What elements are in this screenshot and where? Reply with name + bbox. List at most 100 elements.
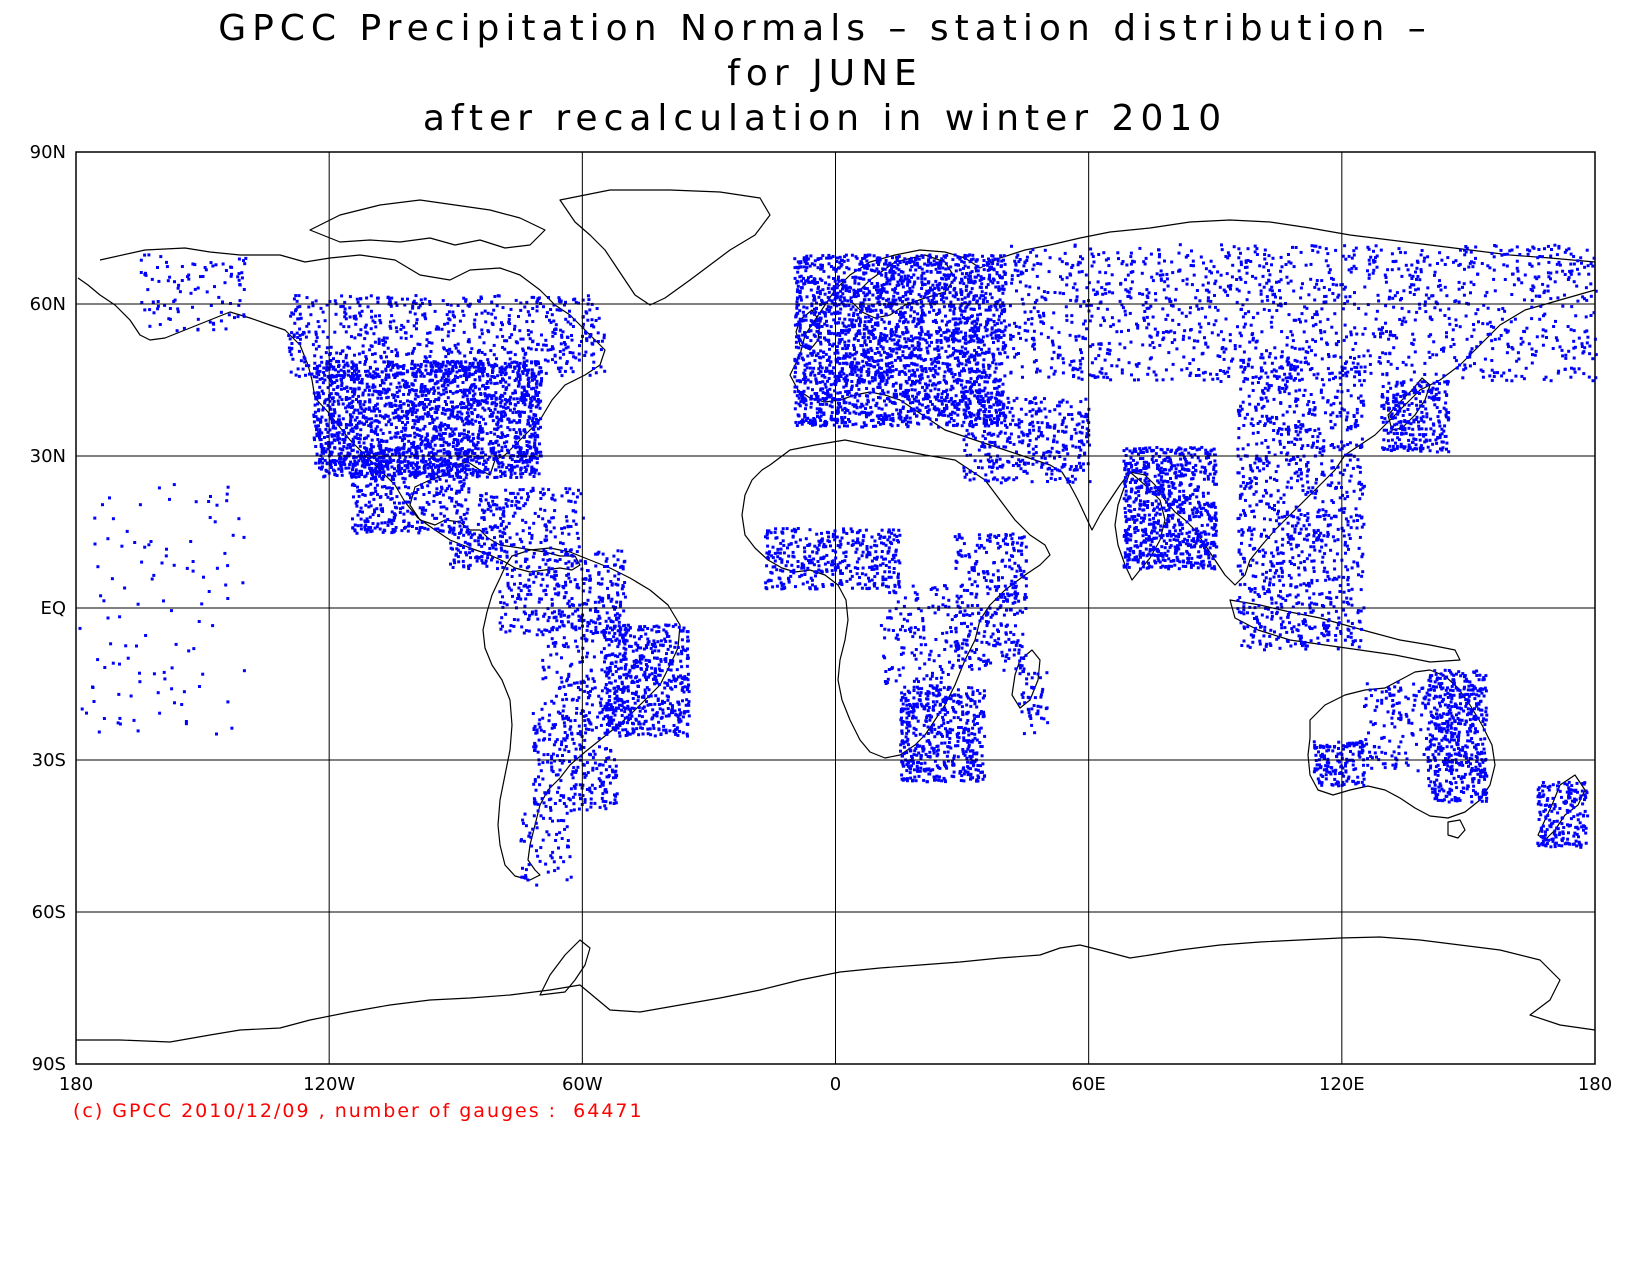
station-dot	[385, 336, 389, 340]
station-dot	[536, 419, 540, 422]
station-dot	[453, 343, 457, 347]
station-dot	[573, 578, 577, 582]
station-dot	[631, 679, 635, 683]
station-dot	[335, 360, 339, 364]
station-dot	[462, 478, 466, 482]
station-dot	[607, 716, 610, 720]
station-dot	[453, 504, 457, 508]
station-dot	[468, 391, 472, 395]
station-dot	[520, 394, 524, 397]
station-dot	[492, 394, 496, 398]
station-dot	[560, 743, 563, 747]
station-dot	[569, 809, 573, 813]
station-dot	[433, 382, 437, 386]
station-dot	[441, 529, 445, 533]
station-dot	[350, 360, 354, 364]
station-dot	[287, 346, 291, 350]
station-dot	[324, 418, 328, 422]
station-dot	[648, 660, 652, 663]
station-dot	[405, 492, 409, 496]
station-dot	[649, 733, 653, 737]
station-dot	[522, 362, 526, 366]
station-dot	[535, 728, 539, 732]
station-dot	[441, 424, 445, 428]
title-line-3: after recalculation in winter 2010	[422, 98, 1228, 139]
station-dot	[671, 704, 674, 708]
station-dot	[480, 516, 484, 520]
station-dot	[593, 801, 597, 805]
station-dot	[394, 404, 398, 408]
station-dot	[389, 382, 393, 386]
station-dot	[526, 422, 530, 426]
station-dot	[490, 451, 494, 455]
station-dot	[633, 701, 637, 705]
station-dot	[349, 428, 353, 432]
station-dot	[481, 450, 485, 454]
station-dot	[609, 715, 613, 719]
station-dot	[298, 342, 302, 345]
station-dot	[574, 522, 578, 526]
station-dot	[503, 373, 507, 377]
station-dot	[480, 558, 484, 562]
station-dot	[335, 379, 339, 383]
station-dot	[530, 612, 534, 616]
station-dot	[666, 698, 670, 702]
station-dot	[356, 513, 360, 517]
station-dot	[491, 556, 495, 560]
station-dot	[375, 507, 379, 511]
station-dot	[242, 259, 245, 263]
station-dot	[495, 416, 499, 420]
station-dot	[657, 625, 661, 629]
station-dot	[575, 561, 579, 565]
station-dot	[463, 393, 467, 397]
station-dot	[534, 363, 538, 367]
station-dot	[544, 338, 548, 342]
station-dot	[392, 518, 396, 522]
station-dot	[307, 372, 311, 376]
station-dot	[601, 799, 605, 803]
station-dot	[485, 531, 489, 534]
station-dot	[570, 554, 574, 557]
station-dot	[314, 330, 318, 334]
station-dot	[570, 338, 574, 342]
station-dot	[402, 364, 406, 367]
station-dot	[952, 379, 956, 383]
station-dot	[379, 356, 383, 360]
station-dot	[364, 407, 368, 411]
station-dot	[352, 378, 356, 382]
station-dot	[511, 491, 515, 495]
station-dot	[401, 421, 404, 424]
station-dot	[953, 307, 957, 311]
station-dot	[598, 616, 602, 620]
station-dot	[501, 384, 505, 388]
station-dot	[460, 406, 464, 410]
station-dot	[457, 520, 461, 524]
station-dot	[346, 443, 350, 447]
station-dot	[427, 402, 431, 406]
station-dot	[614, 709, 618, 713]
station-dot	[393, 501, 396, 505]
station-dot	[687, 703, 691, 707]
station-dot	[493, 295, 497, 298]
station-dot	[890, 338, 894, 342]
station-dot	[586, 677, 590, 681]
station-dot	[615, 612, 619, 616]
station-dot	[490, 396, 494, 400]
station-dot	[477, 364, 481, 368]
station-dot	[980, 351, 984, 355]
station-dot	[439, 512, 443, 516]
station-dot	[520, 399, 524, 402]
station-dot	[361, 391, 365, 395]
station-dot	[330, 450, 334, 454]
station-dot	[539, 366, 543, 370]
station-dot	[330, 433, 334, 437]
station-dot	[354, 501, 358, 505]
station-dot	[326, 447, 330, 451]
station-dot	[681, 715, 685, 719]
station-dot	[386, 465, 390, 469]
station-dot	[650, 666, 654, 670]
station-dot	[524, 875, 528, 879]
station-dot	[408, 390, 412, 394]
station-dot	[603, 804, 607, 808]
station-dot	[364, 436, 368, 440]
